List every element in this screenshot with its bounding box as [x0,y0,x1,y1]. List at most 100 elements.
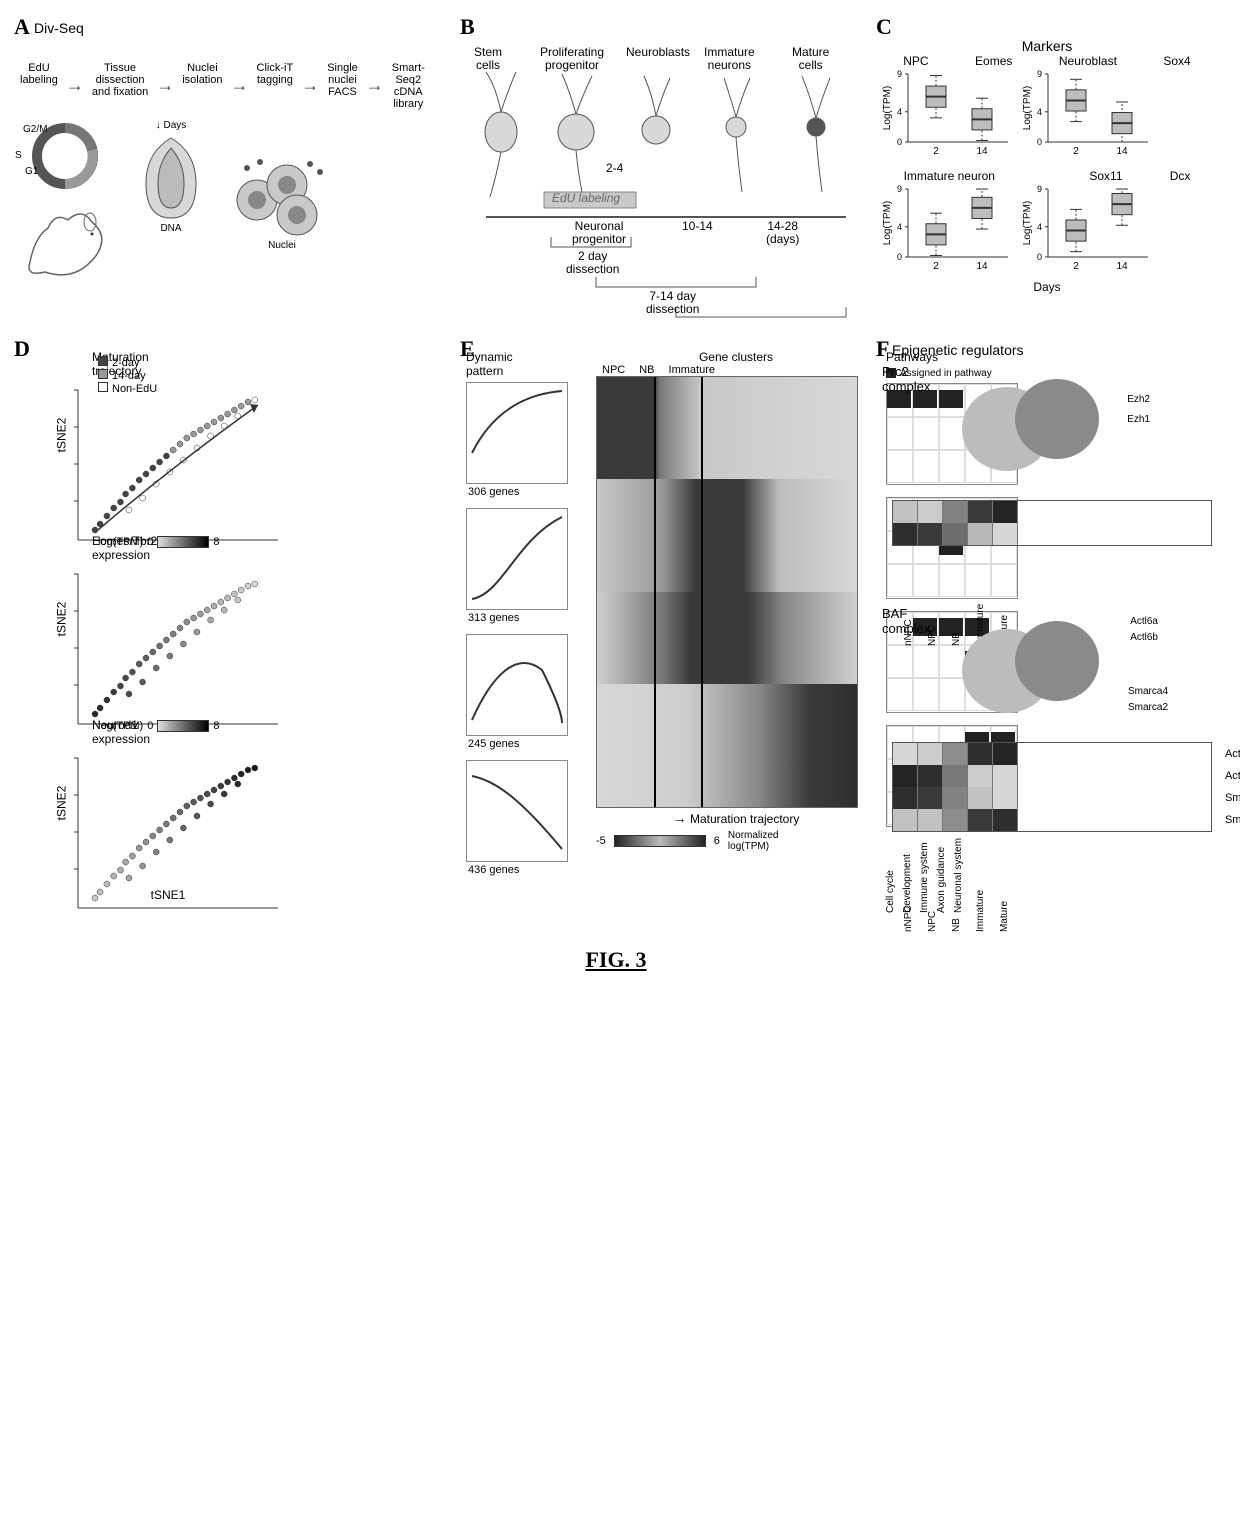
svg-text:Log(TPM): Log(TPM) [1022,201,1033,245]
tsne-plot: Eomes/Tbr2 expressiontSNE2log(TPM)08 [48,534,288,704]
svg-text:2: 2 [933,146,939,157]
gene-label: Actl6a [1225,743,1240,765]
svg-text:0: 0 [1037,137,1042,147]
markers-block: Markers NPC Eomes Neuroblast Sox4 049 21… [882,38,1212,294]
mouse-icon [20,192,110,282]
scale-label: Normalized log(TPM) [728,830,779,852]
svg-text:0: 0 [897,252,902,262]
stage-immature: Immature neurons [704,46,755,71]
boxplots-row1: 049 214Log(TPM)049 214Log(TPM) [882,68,1212,163]
t24: 2-4 [606,162,623,175]
col-dcx: Dcx [1170,169,1191,183]
phase-s: S [15,150,22,161]
svg-text:Log(TPM): Log(TPM) [882,86,893,130]
svg-text:4: 4 [897,222,902,232]
svg-text:2: 2 [1073,146,1079,157]
panel-label-c: C [876,14,892,40]
hm-cluster [597,479,857,592]
step-label: Nuclei isolation [182,62,222,86]
panel-f-title: Epigenetic regulators [892,342,1212,358]
heatmap [596,376,858,808]
gene-label: Actl6b [1225,765,1240,787]
scale-max: 6 [714,835,720,847]
dyn-title: Dynamic pattern [466,350,586,378]
markers-title: Markers [882,38,1212,54]
step-label: Tissue dissection and fixation [92,62,148,98]
epi-heatmap: Actl6aActl6bSmarca2Smarca4nNPCNPCNBImmat… [892,742,1212,832]
step-label: EdU labeling [20,62,58,86]
hm-title: Gene clusters [596,350,876,364]
figure-3: A Div-Seq EdU labeling → Tissue dissecti… [20,20,1220,973]
dynamic-curve [466,382,568,484]
dynamic-curve [466,508,568,610]
hm-cluster [597,684,857,807]
hm-cluster [597,377,857,479]
boxplots-row2: 049 214Log(TPM)049 214Log(TPM) [882,183,1212,278]
cluster-size: 306 genes [468,486,586,498]
svg-text:14: 14 [976,146,988,157]
complex-name: Prc2 complex [882,364,944,394]
step-label: Click-iT tagging [257,62,294,86]
dna-label: DNA [160,223,181,234]
dynamic-pattern-col: Dynamic pattern 306 genes313 genes245 ge… [466,350,586,913]
step-facs: Single nuclei FACS [327,62,358,98]
phase-g2m: G2/M [23,124,47,135]
svg-text:14: 14 [976,261,988,272]
svg-text:14: 14 [1116,261,1128,272]
figure-caption: FIG. 3 [20,947,1212,973]
panel-c: C Markers NPC Eomes Neuroblast Sox4 049 … [882,20,1212,332]
t1014: 10-14 [682,220,713,233]
tsne-plot: Neurod1 expressiontSNE2tSNE1log(TPM)08 [48,718,288,888]
boxplot: 049 214Log(TPM) [1022,183,1152,278]
hm-xlabel: → Maturation trajectory [596,810,876,826]
stage-mature: Mature cells [792,46,829,71]
col-neuroblast: Neuroblast [1059,54,1117,68]
arrow-icon: → [366,76,384,94]
stage-label: Mature [999,908,1010,932]
col-immature: Immature neuron [904,169,995,183]
dynamic-curve [466,634,568,736]
boxplot: 049 214Log(TPM) [882,68,1012,163]
svg-text:9: 9 [1037,184,1042,194]
hm-cols: NPC NB Immature [602,364,876,376]
panel-label-a: A [14,14,30,40]
step-dissection: Tissue dissection and fixation [92,62,148,98]
dissect-714d: 7-14 day dissection [646,290,699,315]
panel-a: A Div-Seq EdU labeling → Tissue dissecti… [20,20,450,332]
panel-label-d: D [14,336,30,362]
panel-b: B [466,20,866,332]
stage-prolif: Proliferating progenitor [540,46,604,71]
arrow-icon: → [156,76,174,94]
arrow-icon: → [301,76,319,94]
svg-text:4: 4 [897,107,902,117]
epi-heatmap: Ezh2Ezh1nNPCNPCNBImmatureMature [892,500,1212,546]
complex-block: Prc2 complexEzh2Ezh1 [882,364,1212,484]
svg-text:2: 2 [1073,261,1079,272]
tsne-column: Maturation trajectorytSNE22-day14-dayNon… [48,350,450,888]
svg-text:9: 9 [897,69,902,79]
nuclei-cluster-icon [232,150,332,240]
heatmap-wrap: Gene clusters NPC NB Immature → Maturati… [596,350,876,913]
stage-label: Immature [975,908,986,932]
svg-text:4: 4 [1037,222,1042,232]
panel-a-title: Div-Seq [34,20,450,36]
step-label: Single nuclei FACS [327,62,358,98]
col-sox11: Sox11 [1089,169,1122,183]
x-label-days: Days [882,280,1212,294]
hm-col-npc: NPC [602,364,625,376]
panel-label-e: E [460,336,475,362]
arrow-icon: → [231,76,249,94]
col-npc: NPC [903,54,928,68]
tsne-blob: Actl6aActl6bSmarca4Smarca2 [952,606,1112,726]
svg-text:4: 4 [1037,107,1042,117]
edu-label: EdU labeling [552,192,620,205]
svg-text:9: 9 [897,184,902,194]
step-edu-labeling: EdU labeling [20,62,58,86]
gene-label: Smarca2 [1225,787,1240,809]
hm-col-nb: NB [639,364,654,376]
gene-label: Smarca4 [1225,809,1240,831]
step-smartseq: Smart- Seq2 cDNA library [392,62,425,110]
arrow-icon: → [66,76,84,94]
days-label: Days [163,120,186,131]
panel-d: D Maturation trajectorytSNE22-day14-dayN… [20,342,450,913]
